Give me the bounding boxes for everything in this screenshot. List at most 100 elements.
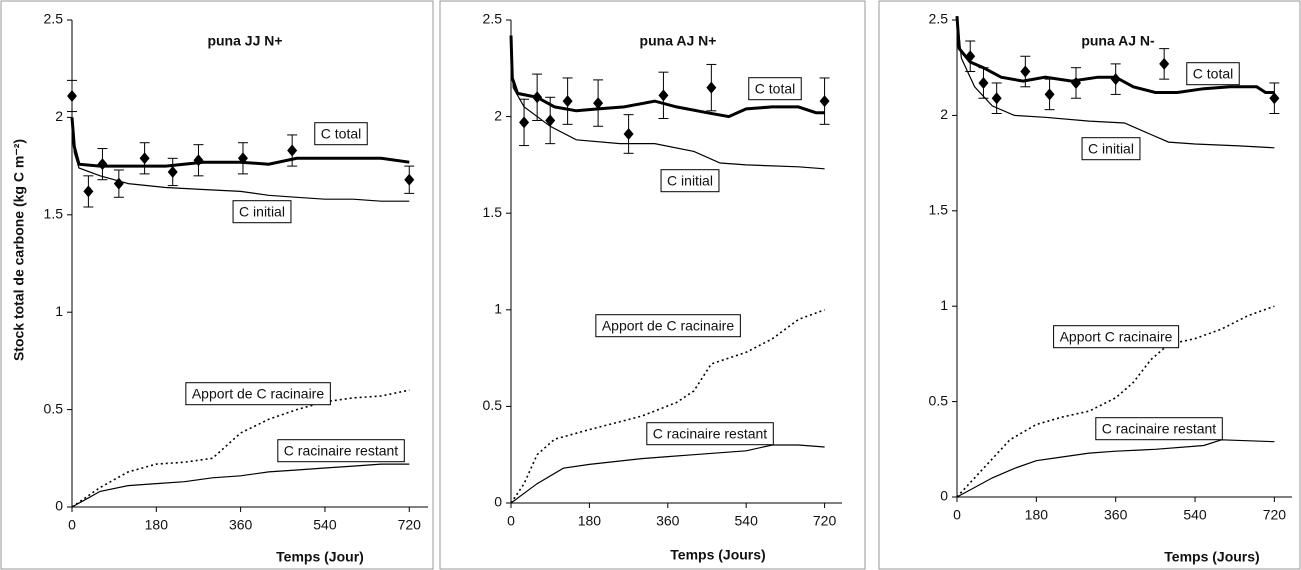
x-axis-label: Temps (Jour) bbox=[276, 549, 364, 565]
series-label: C total bbox=[755, 81, 795, 97]
series-label: C total bbox=[321, 126, 361, 142]
data-point bbox=[1044, 88, 1055, 101]
panel-frame bbox=[439, 0, 866, 570]
data-point bbox=[167, 165, 178, 178]
y-axis-label: Stock total de carbone (kg C m⁻²) bbox=[11, 139, 27, 361]
data-point bbox=[83, 185, 94, 198]
series-line bbox=[510, 309, 825, 504]
data-point bbox=[545, 114, 556, 127]
y-tick-label: 0 bbox=[940, 488, 948, 504]
x-tick-label: 720 bbox=[398, 517, 422, 533]
x-tick-label: 540 bbox=[313, 517, 337, 533]
data-point bbox=[1071, 76, 1082, 89]
series-line bbox=[956, 439, 1275, 498]
data-point bbox=[287, 144, 298, 157]
series-label-box bbox=[1081, 137, 1141, 161]
series-line bbox=[71, 463, 410, 508]
y-tick-label: 1.5 bbox=[929, 202, 949, 218]
series-line bbox=[956, 305, 1275, 498]
data-point bbox=[991, 92, 1002, 105]
series-label-box bbox=[748, 77, 802, 101]
x-axis-label: Temps (Jours) bbox=[670, 547, 765, 563]
y-tick-label: 0.5 bbox=[929, 392, 949, 408]
y-tick-label: 2.5 bbox=[44, 11, 64, 27]
y-tick-label: 0 bbox=[494, 494, 502, 510]
y-tick-label: 0.5 bbox=[483, 397, 503, 413]
data-point bbox=[1110, 73, 1121, 86]
y-tick-label: 2 bbox=[940, 106, 948, 122]
x-tick-label: 0 bbox=[507, 513, 515, 529]
x-tick-label: 180 bbox=[145, 517, 169, 533]
chart-title: puna AJ N+ bbox=[640, 33, 717, 49]
x-axis-label: Temps (Jours) bbox=[1164, 549, 1259, 565]
data-point bbox=[978, 76, 989, 89]
data-point bbox=[965, 50, 976, 63]
x-tick-label: 0 bbox=[953, 507, 961, 523]
chart-title: puna AJ N- bbox=[1081, 33, 1155, 49]
data-point bbox=[562, 95, 573, 108]
data-point bbox=[1020, 65, 1031, 78]
series-label: Apport de C racinaire bbox=[602, 318, 735, 334]
data-point bbox=[237, 152, 248, 165]
data-point bbox=[139, 152, 150, 165]
series-label-box bbox=[232, 200, 292, 224]
data-point bbox=[67, 89, 77, 102]
series-label: C racinaire restant bbox=[653, 426, 767, 442]
series-label: C racinaire restant bbox=[284, 443, 398, 459]
panel-frame bbox=[878, 0, 1301, 570]
series-label: C racinaire restant bbox=[1102, 421, 1216, 437]
series-label: C total bbox=[1193, 66, 1233, 82]
x-tick-label: 180 bbox=[578, 513, 602, 529]
y-tick-label: 0.5 bbox=[44, 400, 64, 416]
data-point bbox=[819, 95, 830, 108]
series-line bbox=[510, 35, 825, 170]
x-tick-label: 180 bbox=[1025, 507, 1049, 523]
data-point bbox=[97, 158, 108, 171]
data-point bbox=[1269, 92, 1280, 105]
y-tick-label: 1 bbox=[940, 297, 948, 313]
series-line bbox=[71, 389, 410, 508]
panel-frame bbox=[0, 0, 434, 570]
data-point bbox=[404, 173, 415, 186]
series-line bbox=[510, 444, 825, 504]
x-tick-label: 0 bbox=[68, 517, 76, 533]
chart-title: puna JJ N+ bbox=[207, 33, 282, 49]
x-tick-label: 360 bbox=[229, 517, 253, 533]
series-label-box bbox=[314, 122, 368, 146]
series-label: Apport de C racinaire bbox=[192, 386, 325, 402]
data-point bbox=[193, 154, 204, 167]
series-line bbox=[71, 117, 410, 202]
series-label-box bbox=[277, 439, 405, 463]
y-tick-label: 2.5 bbox=[483, 11, 503, 27]
y-tick-label: 2 bbox=[494, 107, 502, 123]
series-label-box bbox=[595, 314, 741, 338]
data-point bbox=[593, 97, 604, 110]
x-tick-label: 720 bbox=[813, 513, 837, 529]
y-tick-label: 1 bbox=[55, 303, 63, 319]
x-tick-label: 540 bbox=[1183, 507, 1207, 523]
series-label-box bbox=[646, 422, 774, 446]
series-line bbox=[955, 16, 1275, 94]
data-point bbox=[623, 127, 634, 140]
x-tick-label: 540 bbox=[735, 513, 759, 529]
data-point bbox=[519, 116, 530, 129]
y-tick-label: 2 bbox=[55, 108, 63, 124]
y-tick-label: 0 bbox=[55, 498, 63, 514]
x-tick-label: 360 bbox=[1104, 507, 1128, 523]
data-point bbox=[1159, 57, 1170, 70]
y-tick-label: 2.5 bbox=[929, 11, 949, 27]
data-point bbox=[532, 91, 543, 104]
series-line bbox=[956, 16, 1275, 149]
series-line bbox=[70, 117, 410, 168]
y-tick-label: 1.5 bbox=[44, 206, 64, 222]
series-label: C initial bbox=[1088, 141, 1134, 157]
x-tick-label: 720 bbox=[1263, 507, 1287, 523]
data-point bbox=[706, 81, 717, 94]
series-label-box bbox=[185, 382, 331, 406]
series-label-box bbox=[660, 169, 720, 193]
series-label: Apport C racinaire bbox=[1060, 329, 1173, 345]
series-label: C initial bbox=[239, 204, 285, 220]
series-line bbox=[509, 35, 825, 119]
y-tick-label: 1 bbox=[494, 301, 502, 317]
